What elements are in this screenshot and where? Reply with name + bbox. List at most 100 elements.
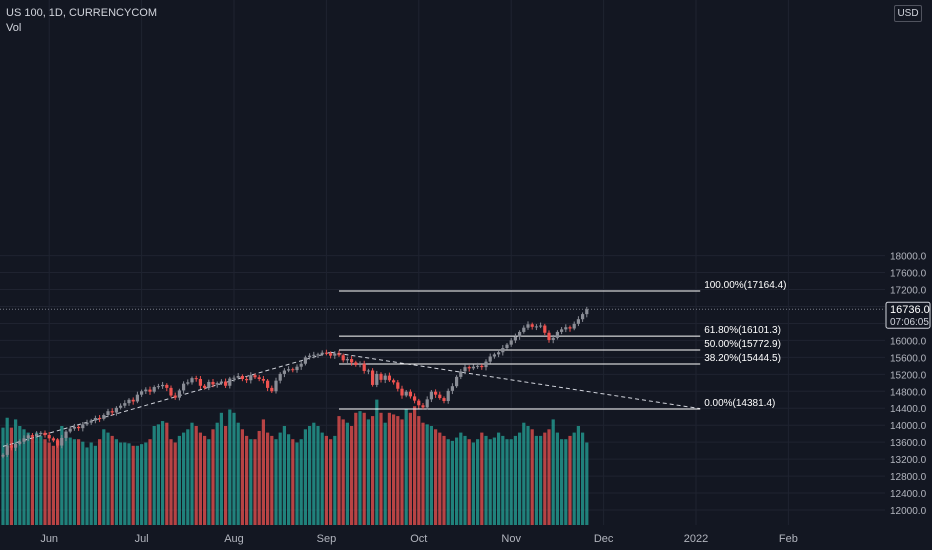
candle-body [455, 376, 459, 387]
volume-bar [362, 412, 366, 525]
symbol-title[interactable]: US 100, 1D, CURRENCYCOM [6, 7, 157, 19]
candle-body [106, 411, 110, 416]
candle-body [337, 353, 341, 356]
candle-body [366, 370, 370, 372]
candle-body [513, 336, 517, 341]
volume-bar [127, 443, 131, 525]
candle-body [26, 435, 30, 439]
price-tick-label: 14000.0 [890, 421, 927, 432]
candle-body [312, 354, 316, 356]
candle-body [110, 411, 114, 413]
volume-bar [324, 435, 328, 525]
candle-body [68, 428, 72, 432]
last-price-value: 16736.0 [890, 304, 930, 316]
volume-indicator-label[interactable]: Vol [6, 22, 22, 34]
candle-body [186, 382, 190, 384]
volume-bar [572, 432, 576, 525]
candle-body [429, 391, 433, 400]
fib-level-label: 50.00%(15772.9) [704, 339, 781, 350]
volume-bar [245, 435, 249, 525]
candle-body [123, 403, 127, 406]
volume-bar [81, 441, 85, 525]
volume-bar [131, 445, 135, 525]
volume-bar [303, 429, 307, 525]
candle-body [547, 332, 551, 340]
volume-bar [39, 435, 43, 525]
volume-bar [484, 435, 488, 525]
currency-badge[interactable]: USD [894, 5, 922, 22]
time-tick-label: Oct [410, 533, 427, 545]
volume-bar [51, 445, 55, 525]
volume-bar [43, 439, 47, 525]
candle-body [295, 366, 299, 371]
candle-body [5, 445, 9, 455]
candle-body [135, 394, 139, 402]
volume-bar [526, 426, 530, 525]
volume-bar [555, 432, 559, 525]
candle-body [543, 325, 547, 333]
time-tick-label: 2022 [684, 533, 708, 545]
candle-body [236, 376, 240, 378]
candle-body [392, 380, 396, 383]
volume-bar [392, 414, 396, 525]
volume-bar [450, 440, 454, 525]
volume-bar [211, 429, 215, 525]
volume-bar [257, 430, 261, 525]
price-tick-label: 13200.0 [890, 455, 927, 466]
candle-body [287, 369, 291, 371]
candle-body [484, 361, 488, 368]
volume-bar [98, 439, 102, 525]
volume-bar [169, 439, 173, 525]
candle-body [417, 400, 421, 406]
volume-bar [434, 429, 438, 525]
volume-bar [110, 435, 114, 525]
time-tick-label: Dec [594, 533, 614, 545]
volume-bar [203, 435, 207, 525]
candle-body [555, 331, 559, 338]
candle-body [581, 314, 585, 320]
candle-body [476, 365, 480, 367]
candle-body [72, 426, 76, 429]
volume-bar [144, 442, 148, 525]
candle-body [282, 370, 286, 374]
volume-bar [581, 432, 585, 525]
candle-body [245, 378, 249, 381]
candle-body [98, 417, 102, 419]
candle-body [144, 389, 148, 392]
volume-bar [177, 435, 181, 525]
price-tick-label: 17600.0 [890, 269, 927, 280]
volume-bar [316, 426, 320, 525]
volume-bar [93, 445, 97, 525]
volume-bar [518, 432, 522, 525]
volume-bar [152, 426, 156, 525]
volume-bar [240, 429, 244, 525]
candle-body [568, 327, 572, 329]
candle-body [219, 381, 223, 384]
volume-bar [442, 435, 446, 525]
candle-body [131, 399, 135, 402]
volume-bar [408, 412, 412, 525]
candle-body [215, 383, 219, 385]
volume-bar [576, 426, 580, 525]
candle-body [421, 405, 425, 408]
volume-bar [299, 439, 303, 525]
volume-bar [72, 439, 76, 525]
candle-body [18, 441, 22, 444]
candle-body [324, 352, 328, 354]
volume-bar [446, 439, 450, 525]
volume-bar [387, 412, 391, 525]
volume-bar [350, 426, 354, 525]
price-tick-label: 15200.0 [890, 370, 927, 381]
volume-bar [198, 432, 202, 525]
volume-bar [22, 429, 26, 525]
candle-body [501, 348, 505, 353]
volume-bar [182, 432, 186, 525]
price-tick-label: 17200.0 [890, 286, 927, 297]
candle-body [333, 353, 337, 356]
candle-body [249, 375, 253, 381]
price-tick-label: 12000.0 [890, 506, 927, 517]
candle-body [156, 386, 160, 388]
volume-bar [551, 419, 555, 525]
candle-body [530, 324, 534, 327]
